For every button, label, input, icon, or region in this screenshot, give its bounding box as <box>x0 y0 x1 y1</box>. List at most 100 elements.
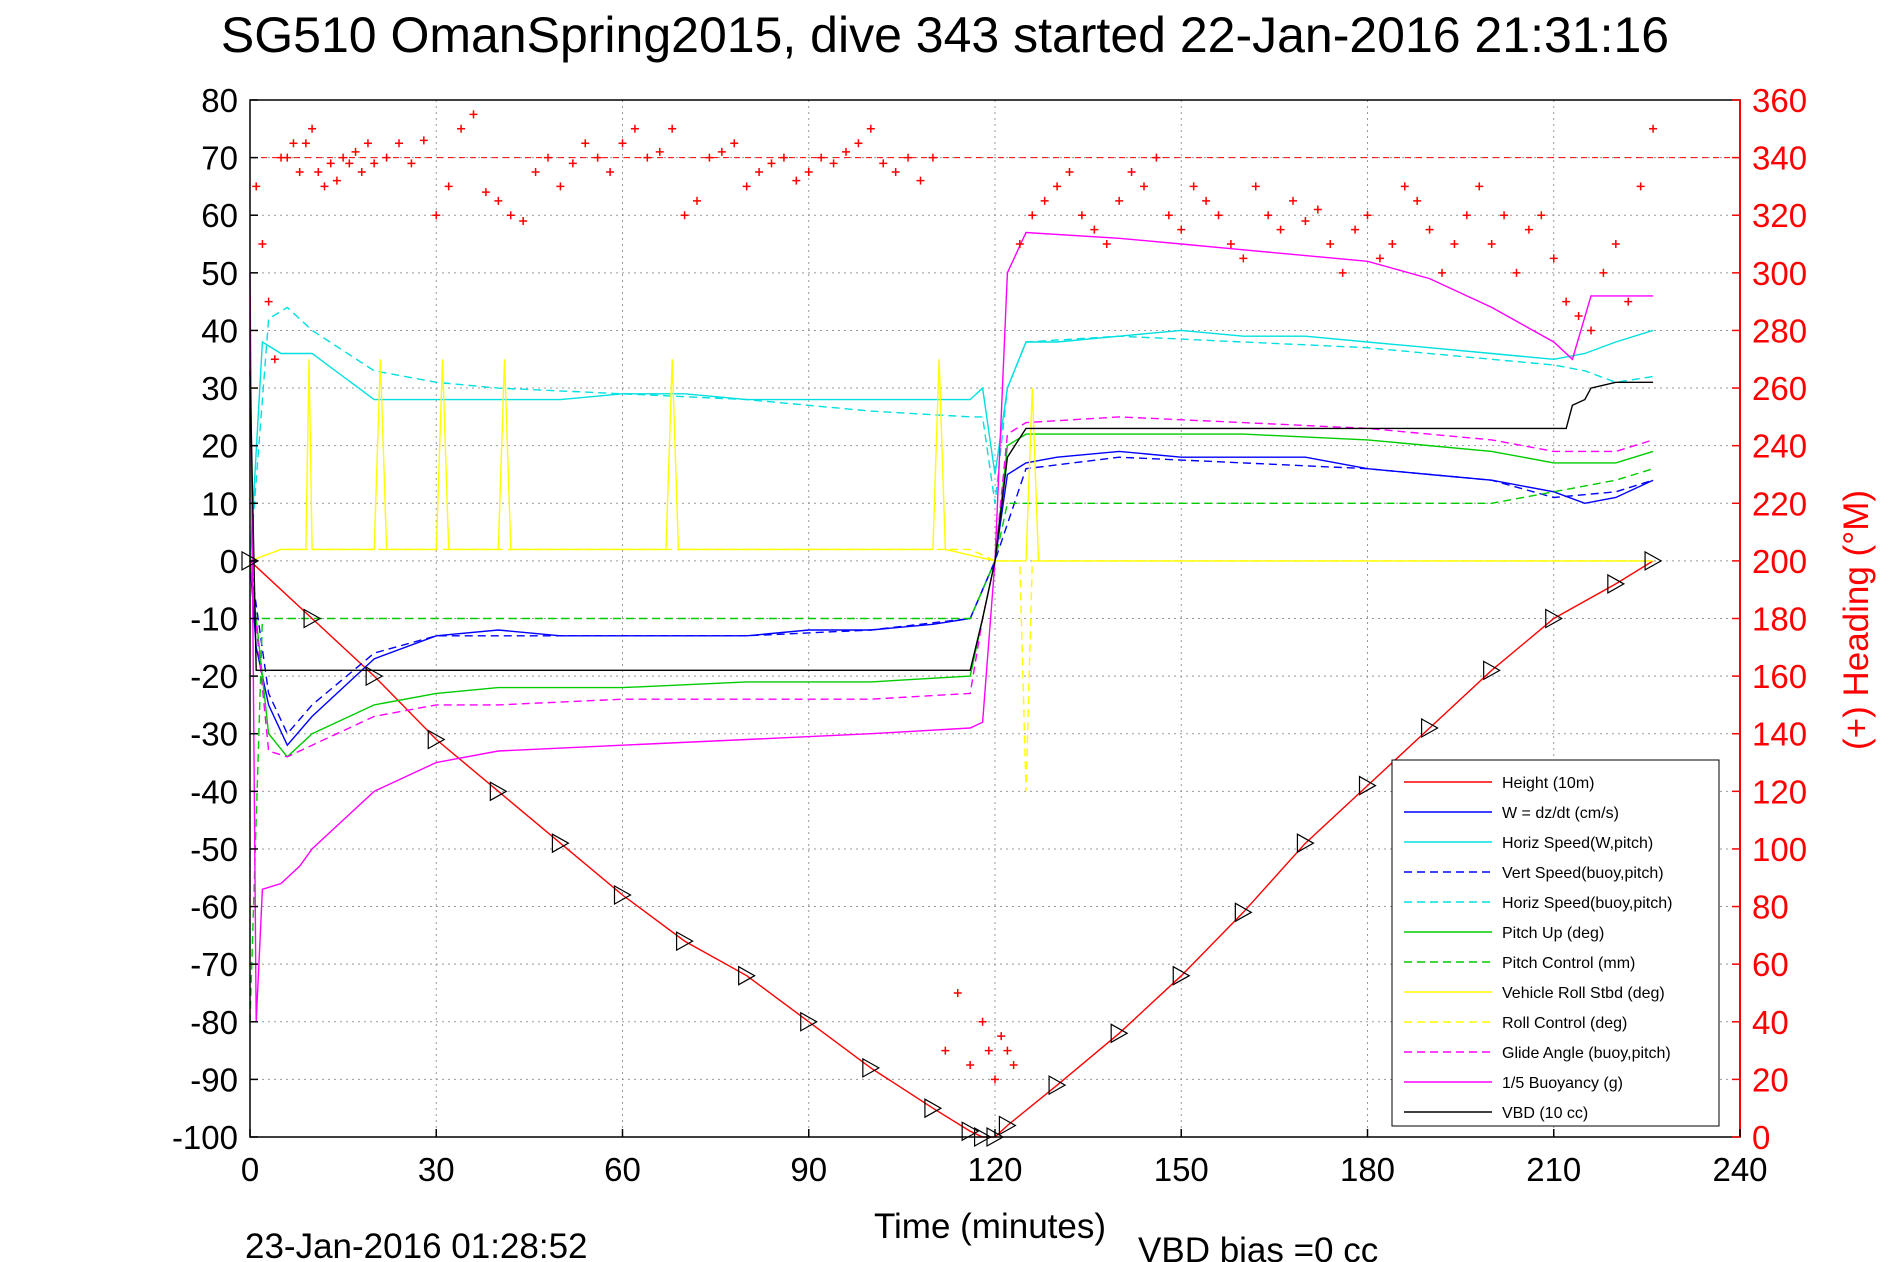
height-marker <box>1483 660 1501 681</box>
x-tick-label: 150 <box>1154 1151 1209 1188</box>
height-markers <box>241 550 1663 1148</box>
footer-vbd-bias: VBD bias =0 cc <box>1138 1231 1378 1262</box>
heading-point <box>494 196 503 205</box>
y2-tick-label: 60 <box>1752 946 1789 983</box>
heading-point <box>1574 312 1583 321</box>
heading-point <box>866 124 875 133</box>
heading-point <box>1562 297 1571 306</box>
heading-point <box>1140 182 1148 191</box>
heading-point <box>1289 196 1297 205</box>
heading-point <box>879 159 888 168</box>
series-line-1 <box>249 450 1654 747</box>
height-marker <box>1048 1075 1067 1096</box>
legend-entry: Horiz Speed(W,pitch) <box>1502 835 1653 852</box>
height-marker <box>1110 1023 1129 1044</box>
heading-point <box>1512 268 1521 277</box>
y-tick-label: 80 <box>201 82 238 119</box>
height-marker <box>1358 775 1377 796</box>
y-tick-label: 50 <box>201 255 238 292</box>
heading-point <box>1015 240 1024 249</box>
height-marker <box>1420 717 1439 738</box>
heading-point <box>1611 240 1620 249</box>
heading-point <box>1438 268 1446 277</box>
heading-point <box>301 139 310 148</box>
heading-point <box>320 182 329 191</box>
heading-point <box>606 168 615 177</box>
heading-point <box>258 240 267 249</box>
heading-point <box>506 211 515 220</box>
heading-point <box>618 139 627 148</box>
height-marker <box>489 781 508 802</box>
heading-point <box>630 124 639 133</box>
heading-point <box>531 168 540 177</box>
heading-point <box>1351 225 1360 234</box>
heading-point <box>568 159 577 168</box>
legend-entry: Vehicle Roll Stbd (deg) <box>1502 985 1665 1002</box>
heading-point <box>1599 268 1608 277</box>
heading-point <box>270 355 279 364</box>
y-tick-label: -90 <box>190 1061 238 1098</box>
y2-tick-label: 100 <box>1752 831 1807 868</box>
heading-point <box>1053 182 1062 191</box>
heading-point <box>1009 1060 1018 1069</box>
series-line-4 <box>249 306 1654 561</box>
heading-point <box>767 159 776 168</box>
heading-point <box>345 159 354 168</box>
heading-point <box>295 168 304 177</box>
y-tick-label: 70 <box>201 140 238 177</box>
chart-title: SG510 OmanSpring2015, dive 343 started 2… <box>221 7 1669 63</box>
series-line-5 <box>249 433 1654 758</box>
heading-point <box>289 139 298 148</box>
legend-entry: W = dz/dt (cm/s) <box>1502 805 1619 822</box>
series-line-7 <box>249 359 1654 562</box>
height-marker <box>961 1121 980 1142</box>
heading-point <box>1388 240 1397 249</box>
heading-point <box>1326 240 1335 249</box>
heading-point <box>432 211 441 220</box>
legend-entry: Height (10m) <box>1502 775 1594 792</box>
x-axis-label: Time (minutes) <box>874 1207 1106 1246</box>
heading-point <box>1164 211 1173 220</box>
heading-point <box>1450 240 1459 249</box>
legend-entry: Horiz Speed(buoy,pitch) <box>1502 895 1672 912</box>
legend-entry: 1/5 Buoyancy (g) <box>1502 1075 1623 1092</box>
footer-timestamp: 23-Jan-2016 01:28:52 <box>245 1227 588 1262</box>
legend-entry: VBD (10 cc) <box>1502 1105 1588 1122</box>
heading-point <box>519 216 528 225</box>
heading-point <box>1500 211 1509 220</box>
height-marker <box>613 885 632 906</box>
heading-point <box>1587 326 1595 335</box>
heading-point <box>1028 211 1037 220</box>
heading-point <box>1375 254 1384 263</box>
x-tick-label: 0 <box>241 1151 259 1188</box>
heading-point <box>978 1017 987 1026</box>
height-marker <box>862 1057 881 1078</box>
x-tick-label: 240 <box>1712 1151 1767 1188</box>
heading-point <box>655 147 664 156</box>
heading-point <box>817 153 826 162</box>
height-marker <box>675 931 694 952</box>
x-tick-label: 210 <box>1526 1151 1581 1188</box>
heading-point <box>916 176 925 185</box>
height-marker <box>303 608 322 629</box>
y-tick-label: -80 <box>190 1004 238 1041</box>
x-tick-label: 90 <box>790 1151 827 1188</box>
series-line-10 <box>249 231 1654 1022</box>
heading-point <box>357 168 366 177</box>
heading-point <box>1202 196 1211 205</box>
y2-tick-label: 340 <box>1752 140 1807 177</box>
heading-point <box>556 182 565 191</box>
heading-point <box>419 136 428 145</box>
y-tick-label: 20 <box>201 428 238 465</box>
y2-tick-label: 260 <box>1752 370 1807 407</box>
height-marker <box>1545 608 1563 629</box>
heading-point <box>680 211 689 220</box>
heading-point <box>581 139 590 148</box>
heading-point <box>1363 211 1372 220</box>
legend-entry: Roll Control (deg) <box>1502 1015 1627 1032</box>
heading-point <box>1338 268 1347 277</box>
heading-point <box>779 153 788 162</box>
y2-tick-label: 220 <box>1752 485 1807 522</box>
heading-point <box>481 188 490 197</box>
